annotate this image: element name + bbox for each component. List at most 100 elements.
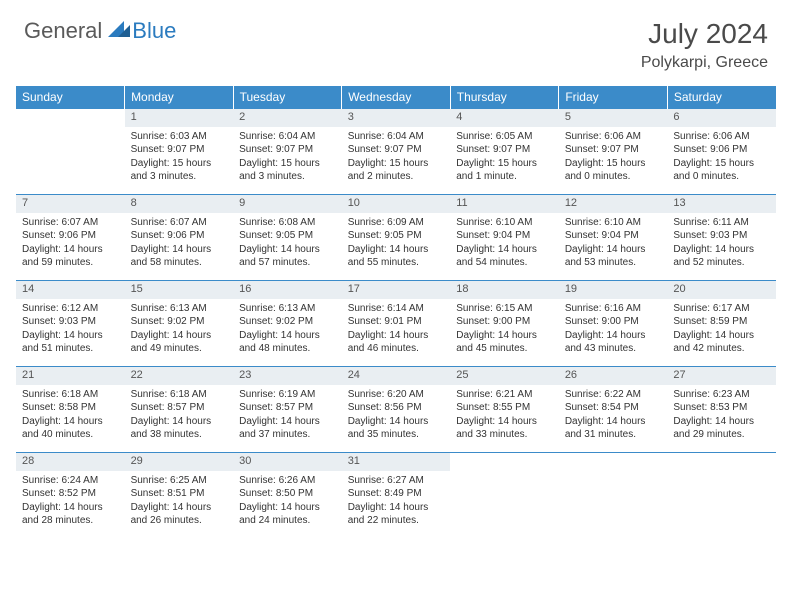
day-number: 30 [233, 453, 342, 471]
day-cell-line: Sunset: 8:49 PM [348, 487, 445, 501]
day-cell-line: Daylight: 15 hours and 2 minutes. [348, 157, 445, 184]
day-cell: Sunrise: 6:16 AMSunset: 9:00 PMDaylight:… [559, 299, 668, 367]
day-content-row: Sunrise: 6:03 AMSunset: 9:07 PMDaylight:… [16, 127, 776, 195]
logo-text-blue: Blue [132, 18, 176, 44]
day-number: 15 [125, 281, 234, 299]
day-cell-line: Sunset: 8:57 PM [131, 401, 228, 415]
day-number: 22 [125, 367, 234, 385]
day-cell-line: Sunrise: 6:26 AM [239, 474, 336, 488]
day-cell: Sunrise: 6:10 AMSunset: 9:04 PMDaylight:… [559, 213, 668, 281]
weekday-header: Saturday [667, 86, 776, 109]
day-number: 14 [16, 281, 125, 299]
day-cell-line: Sunset: 9:06 PM [131, 229, 228, 243]
day-cell-line: Sunset: 9:00 PM [456, 315, 553, 329]
day-cell: Sunrise: 6:23 AMSunset: 8:53 PMDaylight:… [667, 385, 776, 453]
day-cell: Sunrise: 6:07 AMSunset: 9:06 PMDaylight:… [125, 213, 234, 281]
day-cell-line: Sunrise: 6:08 AM [239, 216, 336, 230]
day-cell: Sunrise: 6:13 AMSunset: 9:02 PMDaylight:… [125, 299, 234, 367]
day-cell-line: Sunrise: 6:23 AM [673, 388, 770, 402]
day-cell: Sunrise: 6:07 AMSunset: 9:06 PMDaylight:… [16, 213, 125, 281]
weekday-header: Wednesday [342, 86, 451, 109]
day-cell-line: Sunrise: 6:18 AM [131, 388, 228, 402]
day-cell-line: Sunrise: 6:25 AM [131, 474, 228, 488]
day-cell-line: Sunrise: 6:14 AM [348, 302, 445, 316]
day-cell-line: Sunset: 9:05 PM [348, 229, 445, 243]
title-block: July 2024 Polykarpi, Greece [641, 18, 768, 72]
day-number: 27 [667, 367, 776, 385]
day-cell-line: Sunset: 9:01 PM [348, 315, 445, 329]
day-cell: Sunrise: 6:03 AMSunset: 9:07 PMDaylight:… [125, 127, 234, 195]
day-cell-line: Daylight: 14 hours and 33 minutes. [456, 415, 553, 442]
day-number: 20 [667, 281, 776, 299]
day-cell-line: Sunrise: 6:24 AM [22, 474, 119, 488]
day-cell-line: Sunset: 8:56 PM [348, 401, 445, 415]
day-cell: Sunrise: 6:10 AMSunset: 9:04 PMDaylight:… [450, 213, 559, 281]
day-cell [450, 471, 559, 539]
day-number: 13 [667, 195, 776, 213]
day-cell-line: Sunrise: 6:04 AM [239, 130, 336, 144]
day-cell-line: Sunrise: 6:06 AM [565, 130, 662, 144]
weekday-header: Tuesday [233, 86, 342, 109]
day-cell-line: Sunrise: 6:18 AM [22, 388, 119, 402]
day-cell-line: Sunset: 8:52 PM [22, 487, 119, 501]
day-number-row: 14151617181920 [16, 281, 776, 299]
day-cell-line: Sunset: 9:03 PM [673, 229, 770, 243]
day-number: 29 [125, 453, 234, 471]
day-number: 21 [16, 367, 125, 385]
day-number: 23 [233, 367, 342, 385]
day-cell-line: Sunrise: 6:20 AM [348, 388, 445, 402]
day-number: 12 [559, 195, 668, 213]
day-cell-line: Sunrise: 6:12 AM [22, 302, 119, 316]
day-cell-line: Sunset: 9:00 PM [565, 315, 662, 329]
day-cell-line: Daylight: 14 hours and 31 minutes. [565, 415, 662, 442]
day-number: 17 [342, 281, 451, 299]
logo: General Blue [24, 18, 176, 44]
weekday-header-row: Sunday Monday Tuesday Wednesday Thursday… [16, 86, 776, 109]
day-number: 7 [16, 195, 125, 213]
day-number [559, 453, 668, 471]
day-number: 3 [342, 109, 451, 127]
day-cell-line: Sunset: 8:54 PM [565, 401, 662, 415]
day-cell-line: Daylight: 14 hours and 53 minutes. [565, 243, 662, 270]
day-cell-line: Daylight: 14 hours and 42 minutes. [673, 329, 770, 356]
day-cell-line: Sunset: 8:55 PM [456, 401, 553, 415]
day-cell: Sunrise: 6:05 AMSunset: 9:07 PMDaylight:… [450, 127, 559, 195]
day-cell-line: Sunrise: 6:13 AM [131, 302, 228, 316]
weekday-header: Thursday [450, 86, 559, 109]
day-number: 16 [233, 281, 342, 299]
day-cell-line: Sunrise: 6:10 AM [565, 216, 662, 230]
day-number: 8 [125, 195, 234, 213]
day-cell-line: Sunset: 9:06 PM [673, 143, 770, 157]
day-cell: Sunrise: 6:17 AMSunset: 8:59 PMDaylight:… [667, 299, 776, 367]
day-number: 19 [559, 281, 668, 299]
day-cell-line: Sunset: 8:59 PM [673, 315, 770, 329]
day-cell: Sunrise: 6:20 AMSunset: 8:56 PMDaylight:… [342, 385, 451, 453]
day-cell-line: Daylight: 14 hours and 58 minutes. [131, 243, 228, 270]
day-cell-line: Sunset: 9:04 PM [456, 229, 553, 243]
day-cell-line: Sunset: 9:07 PM [348, 143, 445, 157]
day-cell-line: Sunset: 9:07 PM [456, 143, 553, 157]
day-cell: Sunrise: 6:22 AMSunset: 8:54 PMDaylight:… [559, 385, 668, 453]
day-cell-line: Daylight: 14 hours and 48 minutes. [239, 329, 336, 356]
day-cell [559, 471, 668, 539]
day-number: 28 [16, 453, 125, 471]
day-number-row: 123456 [16, 109, 776, 127]
day-number: 2 [233, 109, 342, 127]
day-cell-line: Sunrise: 6:07 AM [22, 216, 119, 230]
day-cell-line: Sunset: 8:57 PM [239, 401, 336, 415]
day-cell-line: Sunrise: 6:10 AM [456, 216, 553, 230]
day-cell: Sunrise: 6:19 AMSunset: 8:57 PMDaylight:… [233, 385, 342, 453]
day-cell: Sunrise: 6:11 AMSunset: 9:03 PMDaylight:… [667, 213, 776, 281]
day-number: 10 [342, 195, 451, 213]
day-number [16, 109, 125, 127]
day-cell-line: Sunrise: 6:09 AM [348, 216, 445, 230]
day-cell: Sunrise: 6:06 AMSunset: 9:06 PMDaylight:… [667, 127, 776, 195]
day-cell-line: Daylight: 15 hours and 3 minutes. [131, 157, 228, 184]
day-cell-line: Daylight: 14 hours and 45 minutes. [456, 329, 553, 356]
day-cell-line: Daylight: 14 hours and 46 minutes. [348, 329, 445, 356]
day-cell: Sunrise: 6:25 AMSunset: 8:51 PMDaylight:… [125, 471, 234, 539]
day-cell-line: Daylight: 14 hours and 43 minutes. [565, 329, 662, 356]
day-cell: Sunrise: 6:15 AMSunset: 9:00 PMDaylight:… [450, 299, 559, 367]
day-cell-line: Sunrise: 6:05 AM [456, 130, 553, 144]
day-cell: Sunrise: 6:09 AMSunset: 9:05 PMDaylight:… [342, 213, 451, 281]
